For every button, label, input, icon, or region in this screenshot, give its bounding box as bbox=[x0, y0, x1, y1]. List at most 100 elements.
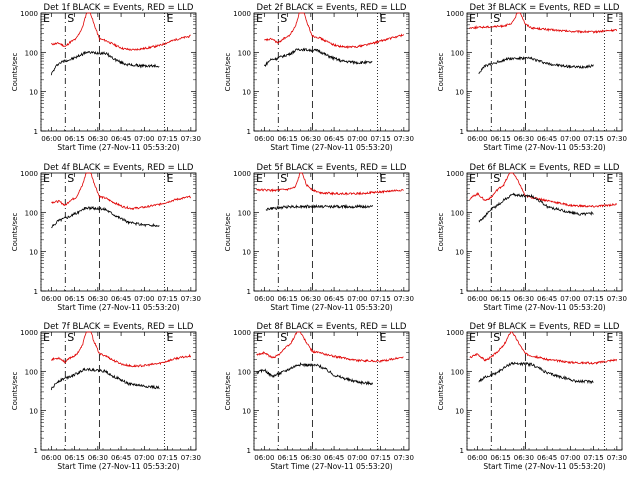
x-tick-label: 06:00 bbox=[41, 454, 61, 462]
y-tick-label: 1 bbox=[247, 288, 251, 296]
events-series-line bbox=[51, 206, 160, 229]
x-tick-label: 07:00 bbox=[347, 135, 367, 143]
y-tick-label: 10 bbox=[455, 408, 464, 416]
panel-title: Det 7f BLACK = Events, RED = LLD bbox=[44, 322, 194, 332]
x-tick-label: 06:45 bbox=[324, 135, 344, 143]
y-tick-label: 100 bbox=[451, 49, 464, 57]
time-marker-label: E bbox=[606, 331, 613, 344]
y-tick-label: 100 bbox=[451, 209, 464, 217]
x-tick-label: 07:15 bbox=[583, 135, 603, 143]
x-tick-label: 06:00 bbox=[41, 295, 61, 303]
events-series-line bbox=[478, 56, 594, 75]
x-tick-label: 07:30 bbox=[181, 454, 201, 462]
y-tick-label: 100 bbox=[25, 209, 38, 217]
time-marker-label: E bbox=[606, 172, 613, 185]
x-tick-label: 06:45 bbox=[111, 454, 131, 462]
x-tick-label: 06:30 bbox=[301, 295, 321, 303]
x-tick-label: 06:00 bbox=[467, 454, 487, 462]
y-tick-label: 10 bbox=[242, 89, 251, 97]
y-axis-label: Counts/sec bbox=[437, 213, 445, 252]
x-tick-label: 07:00 bbox=[347, 295, 367, 303]
x-tick-label: 06:15 bbox=[64, 454, 84, 462]
time-marker-label: E bbox=[469, 331, 476, 344]
x-tick-label: 06:15 bbox=[64, 295, 84, 303]
time-marker-label: E bbox=[166, 331, 173, 344]
y-tick-label: 1000 bbox=[446, 170, 464, 178]
x-tick-label: 07:15 bbox=[370, 454, 390, 462]
panel-title: Det 1f BLACK = Events, RED = LLD bbox=[44, 3, 194, 13]
x-tick-label: 07:00 bbox=[347, 454, 367, 462]
time-marker-label: E bbox=[256, 331, 263, 344]
y-axis-label: Counts/sec bbox=[224, 213, 232, 252]
x-tick-label: 06:15 bbox=[277, 295, 297, 303]
events-series-line bbox=[265, 203, 374, 212]
x-tick-label: 07:15 bbox=[157, 454, 177, 462]
x-tick-label: 06:30 bbox=[88, 454, 108, 462]
time-marker-label: E bbox=[606, 12, 613, 25]
plot-frame bbox=[40, 331, 197, 451]
x-axis-label: Start Time (27-Nov-11 05:53:20) bbox=[270, 462, 392, 471]
x-tick-label: 06:30 bbox=[301, 454, 321, 462]
plot-frame bbox=[466, 172, 623, 292]
lld-series-line bbox=[469, 172, 617, 208]
y-tick-label: 1000 bbox=[233, 10, 251, 18]
y-tick-label: 1 bbox=[460, 447, 464, 455]
x-tick-label: 06:00 bbox=[254, 295, 274, 303]
x-tick-label: 07:00 bbox=[560, 135, 580, 143]
panel-title: Det 5f BLACK = Events, RED = LLD bbox=[257, 163, 407, 173]
x-tick-label: 06:15 bbox=[64, 135, 84, 143]
plot-frame bbox=[253, 172, 410, 292]
y-tick-label: 10 bbox=[242, 249, 251, 257]
x-tick-label: 07:15 bbox=[157, 135, 177, 143]
y-tick-label: 1000 bbox=[233, 329, 251, 337]
time-marker-label: S bbox=[493, 331, 500, 344]
y-axis-label: Counts/sec bbox=[224, 372, 232, 411]
x-tick-label: 06:45 bbox=[537, 454, 557, 462]
lld-series-line bbox=[256, 331, 404, 363]
lld-series-line bbox=[51, 12, 191, 51]
y-tick-label: 100 bbox=[238, 209, 251, 217]
y-tick-label: 1000 bbox=[233, 170, 251, 178]
y-tick-label: 1000 bbox=[20, 329, 38, 337]
x-tick-label: 06:15 bbox=[277, 135, 297, 143]
x-tick-label: 07:15 bbox=[370, 295, 390, 303]
y-tick-label: 100 bbox=[238, 368, 251, 376]
y-axis-label: Counts/sec bbox=[437, 372, 445, 411]
x-axis-label: Start Time (27-Nov-11 05:53:20) bbox=[483, 462, 605, 471]
time-marker-label: S bbox=[280, 12, 287, 25]
x-tick-label: 07:30 bbox=[607, 454, 627, 462]
x-tick-label: 06:30 bbox=[514, 454, 534, 462]
y-tick-label: 1000 bbox=[446, 10, 464, 18]
plot-frame bbox=[40, 12, 197, 132]
y-tick-label: 10 bbox=[455, 89, 464, 97]
panel-title: Det 2f BLACK = Events, RED = LLD bbox=[257, 3, 407, 13]
time-marker-label: E bbox=[166, 172, 173, 185]
x-tick-label: 06:15 bbox=[490, 454, 510, 462]
panel-title: Det 4f BLACK = Events, RED = LLD bbox=[44, 163, 194, 173]
time-marker-label: E bbox=[256, 172, 263, 185]
x-tick-label: 07:15 bbox=[583, 295, 603, 303]
time-marker-label: S bbox=[493, 12, 500, 25]
y-axis-label: Counts/sec bbox=[11, 213, 19, 252]
plot-frame bbox=[253, 331, 410, 451]
time-marker-label: E bbox=[43, 12, 50, 25]
x-tick-label: 07:00 bbox=[134, 454, 154, 462]
x-tick-label: 07:30 bbox=[607, 295, 627, 303]
x-tick-label: 06:45 bbox=[324, 295, 344, 303]
time-marker-label: S bbox=[67, 12, 74, 25]
y-tick-label: 1 bbox=[34, 447, 38, 455]
x-tick-label: 06:00 bbox=[467, 295, 487, 303]
events-series-line bbox=[478, 192, 594, 223]
x-tick-label: 06:00 bbox=[467, 135, 487, 143]
x-tick-label: 07:00 bbox=[560, 454, 580, 462]
y-tick-label: 1 bbox=[460, 288, 464, 296]
y-tick-label: 1 bbox=[34, 288, 38, 296]
panel-title: Det 9f BLACK = Events, RED = LLD bbox=[470, 322, 620, 332]
y-axis-label: Counts/sec bbox=[224, 53, 232, 92]
y-tick-label: 1 bbox=[247, 447, 251, 455]
lld-series-line bbox=[469, 331, 617, 365]
